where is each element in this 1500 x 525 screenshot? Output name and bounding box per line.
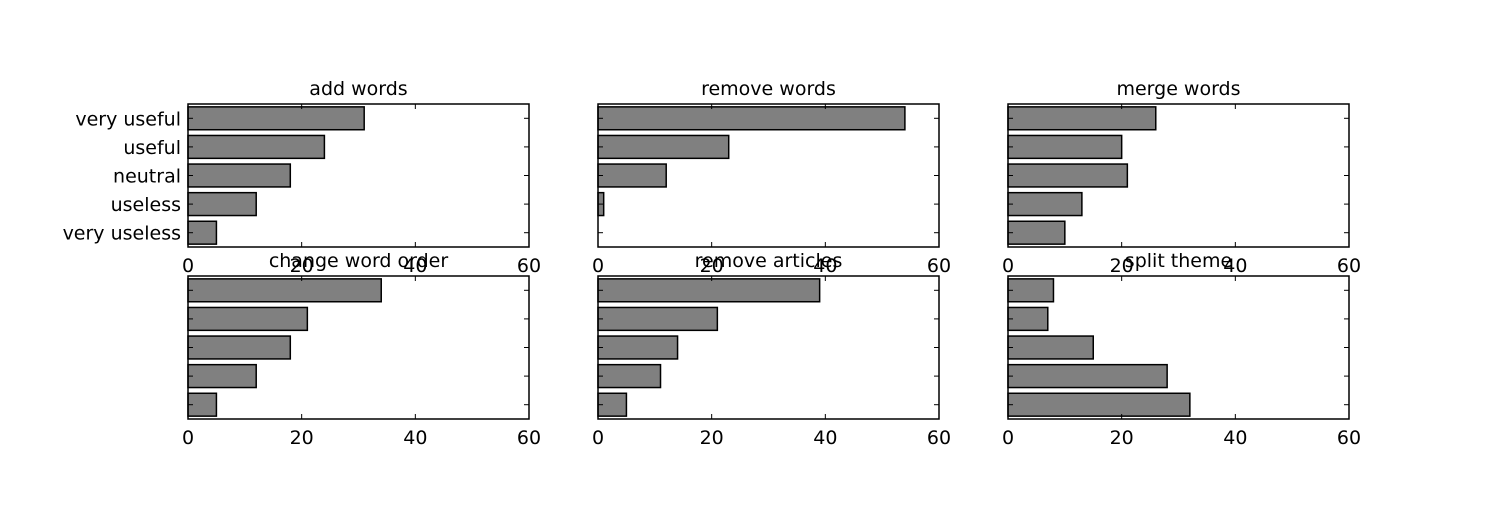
bar-neutral	[187, 163, 292, 188]
x-tick-label: 0	[182, 427, 194, 449]
axes-frame	[1007, 275, 1350, 420]
x-tick-label: 0	[182, 255, 194, 277]
subplot-5: 0 20 40 60 split theme	[1002, 250, 1361, 449]
subplot-title: split theme	[1125, 250, 1232, 272]
bar-neutral	[187, 335, 292, 360]
bar-neutral	[1007, 163, 1129, 188]
bar-neutral	[1007, 335, 1094, 360]
bar-very-useful	[597, 106, 906, 131]
bar-useless	[597, 363, 662, 389]
x-tick-label: 60	[927, 255, 951, 277]
x-tick-label: 20	[700, 255, 724, 277]
bar-useful	[597, 134, 730, 160]
x-tick-label: 20	[290, 255, 314, 277]
x-tick-label: 40	[403, 255, 427, 277]
subplot-title: change word order	[269, 250, 449, 272]
x-tick-label: 20	[1110, 255, 1134, 277]
category-label: useless	[111, 194, 181, 216]
axes-frame	[597, 103, 940, 248]
bar-very-useful	[187, 106, 365, 131]
bar-very-useless	[1007, 220, 1066, 245]
x-tick-label: 20	[290, 427, 314, 449]
x-tick-label: 40	[403, 427, 427, 449]
bar-very-useful	[1007, 106, 1157, 131]
bar-very-useless	[1007, 392, 1191, 417]
subplot-2: 0 20 40 60 merge words	[1002, 78, 1361, 277]
x-tick-label: 60	[517, 255, 541, 277]
bar-useless	[187, 191, 257, 217]
bar-useful	[187, 306, 309, 332]
bar-useful	[1007, 134, 1123, 160]
bar-useful	[597, 306, 719, 332]
subplot-0: very useless useless neutral useful very use…	[63, 78, 542, 277]
axes-frame	[597, 275, 940, 420]
x-tick-label: 20	[1110, 427, 1134, 449]
bar-useless	[1007, 363, 1168, 389]
x-tick-label: 40	[1223, 255, 1247, 277]
bar-useless	[1007, 191, 1083, 217]
bar-very-useful	[187, 278, 382, 303]
subplot-3: 0 20 40 60 change word order	[182, 250, 541, 449]
x-tick-label: 0	[592, 255, 604, 277]
x-tick-label: 20	[700, 427, 724, 449]
bar-very-useful	[597, 278, 821, 303]
category-label: very useful	[75, 108, 181, 130]
subplot-1: 0 20 40 60 remove words	[592, 78, 951, 277]
bar-useful	[1007, 306, 1049, 332]
category-label: neutral	[113, 166, 181, 188]
x-tick-label: 60	[517, 427, 541, 449]
x-tick-label: 40	[813, 427, 837, 449]
x-tick-label: 0	[1002, 427, 1014, 449]
axes-frame	[187, 275, 530, 420]
bar-neutral	[597, 335, 679, 360]
x-tick-label: 40	[813, 255, 837, 277]
x-tick-label: 0	[592, 427, 604, 449]
x-tick-label: 40	[1223, 427, 1247, 449]
subplot-title: merge words	[1116, 78, 1240, 100]
subplot-title: add words	[309, 78, 407, 100]
bar-very-useful	[1007, 278, 1055, 303]
x-tick-label: 60	[927, 427, 951, 449]
subplot-title: remove articles	[695, 250, 843, 272]
axes-frame	[187, 103, 530, 248]
bar-useless	[187, 363, 257, 389]
bar-neutral	[597, 163, 667, 188]
bar-useful	[187, 134, 326, 160]
x-tick-label: 60	[1337, 255, 1361, 277]
category-label: useful	[123, 137, 181, 159]
subplot-title: remove words	[701, 78, 836, 100]
x-tick-label: 60	[1337, 427, 1361, 449]
x-tick-label: 0	[1002, 255, 1014, 277]
axes-frame	[1007, 103, 1350, 248]
subplot-4: 0 20 40 60 remove articles	[592, 250, 951, 449]
category-label: very useless	[63, 223, 181, 245]
